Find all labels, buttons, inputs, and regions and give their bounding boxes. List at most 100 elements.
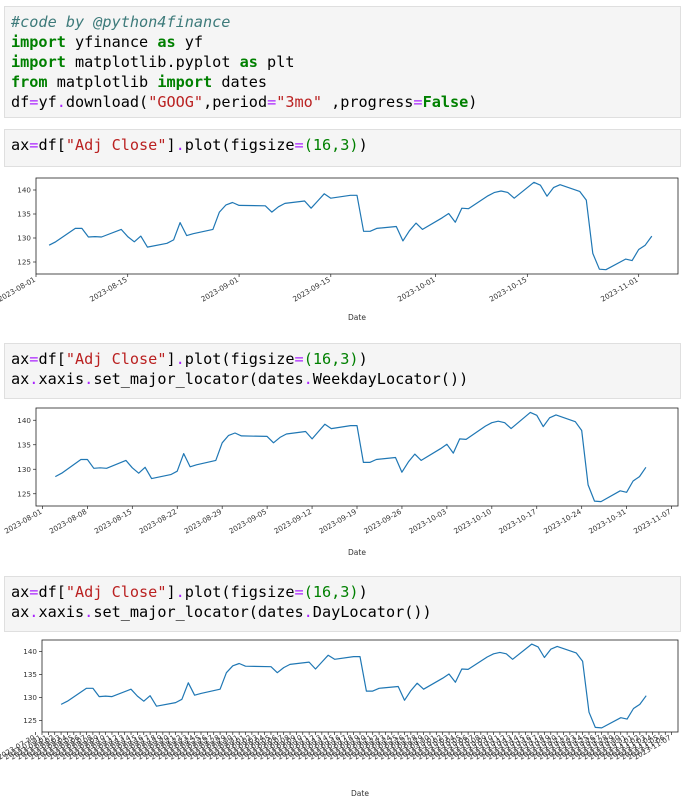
- code-token: =: [413, 93, 423, 111]
- data-point: [75, 228, 76, 229]
- data-point: [273, 442, 274, 443]
- data-point: [145, 467, 146, 468]
- data-point: [414, 453, 415, 454]
- data-point: [177, 471, 178, 472]
- data-point: [586, 199, 587, 200]
- data-point: [417, 683, 418, 684]
- data-point: [491, 422, 492, 423]
- x-tick-label: 2023-10-01: [396, 275, 437, 304]
- code-token: ,progress: [321, 93, 414, 111]
- code-token: =: [29, 583, 39, 601]
- data-point: [334, 659, 335, 660]
- x-tick-label: 2023-08-15: [88, 275, 129, 304]
- data-point: [151, 478, 152, 479]
- x-tick-label: 2023-10-24: [542, 507, 583, 536]
- data-point: [125, 460, 126, 461]
- code-token: =: [294, 136, 304, 154]
- x-tick-label: 2023-08-01: [0, 275, 37, 304]
- data-point: [137, 696, 138, 697]
- code-token: import: [11, 33, 66, 51]
- code-token: xaxis: [38, 603, 85, 621]
- data-point: [370, 231, 371, 232]
- code-token: ax: [11, 370, 30, 388]
- y-tick-label: 130: [23, 693, 37, 702]
- code-token: plot(figsize: [184, 350, 295, 368]
- data-point: [55, 476, 56, 477]
- code-block[interactable]: ax=df["Adj Close"].plot(figsize=(16,3)) a…: [5, 344, 680, 394]
- data-point: [620, 490, 621, 491]
- data-point: [321, 661, 322, 662]
- y-tick-label: 130: [17, 465, 31, 474]
- code-token: (16,3): [303, 136, 359, 154]
- code-token: ]: [166, 583, 176, 601]
- data-point: [356, 195, 357, 196]
- x-tick-label: 2023-09-01: [199, 275, 240, 304]
- data-point: [219, 689, 220, 690]
- data-point: [579, 191, 580, 192]
- data-point: [366, 690, 367, 691]
- code-cell-plot-day[interactable]: ax=df["Adj Close"].plot(figsize=(16,3)) a…: [4, 576, 681, 632]
- data-point: [55, 241, 56, 242]
- data-point: [270, 666, 271, 667]
- code-line: ax=df["Adj Close"].plot(figsize=(16,3)): [11, 582, 674, 602]
- data-point: [533, 182, 534, 183]
- x-tick-label: 2023-10-03: [407, 507, 448, 536]
- data-point: [200, 693, 201, 694]
- data-point: [134, 241, 135, 242]
- code-token: WeekdayLocator()): [312, 370, 469, 388]
- code-token: ax: [11, 350, 30, 368]
- data-point: [442, 678, 443, 679]
- code-token: .: [56, 93, 66, 111]
- data-point: [493, 653, 494, 654]
- data-point: [239, 663, 240, 664]
- data-point: [311, 438, 312, 439]
- data-point: [550, 649, 551, 650]
- data-point: [485, 426, 486, 427]
- data-point: [49, 245, 50, 246]
- code-line: import matplotlib.pyplot as plt: [11, 52, 674, 72]
- data-point: [143, 701, 144, 702]
- code-token: #code by @python4finance: [11, 13, 231, 31]
- x-tick-label: 2023-11-07: [632, 507, 673, 536]
- data-point: [530, 412, 531, 413]
- code-block[interactable]: ax=df["Adj Close"].plot(figsize=(16,3)) a…: [5, 577, 680, 627]
- x-tick-label: 2023-10-15: [488, 275, 529, 304]
- code-cell-plot-weekday[interactable]: ax=df["Adj Close"].plot(figsize=(16,3)) a…: [4, 343, 681, 399]
- data-point: [304, 200, 305, 201]
- code-block[interactable]: ax=df["Adj Close"].plot(figsize=(16,3)): [5, 130, 680, 160]
- data-point: [487, 195, 488, 196]
- data-point: [121, 229, 122, 230]
- data-point: [147, 247, 148, 248]
- plot-frame: [41, 639, 679, 733]
- data-point: [404, 700, 405, 701]
- code-token: =: [29, 93, 39, 111]
- code-token: yfinance: [65, 33, 158, 51]
- data-point: [328, 655, 329, 656]
- data-point: [309, 661, 310, 662]
- data-point: [180, 222, 181, 223]
- x-tick-label: 2023-09-12: [272, 507, 313, 536]
- data-point: [540, 185, 541, 186]
- data-point: [466, 439, 467, 440]
- code-token: =: [294, 350, 304, 368]
- data-point: [175, 702, 176, 703]
- data-point: [94, 236, 95, 237]
- data-point: [576, 652, 577, 653]
- data-point: [487, 656, 488, 657]
- code-token: .: [303, 603, 313, 621]
- code-cell-imports[interactable]: #code by @python4finance import yfinance …: [4, 6, 681, 118]
- data-point: [245, 666, 246, 667]
- data-point: [499, 652, 500, 653]
- code-cell-plot-default[interactable]: ax=df["Adj Close"].plot(figsize=(16,3)): [4, 129, 681, 167]
- code-token: matplotlib: [47, 73, 158, 91]
- data-point: [318, 431, 319, 432]
- data-point: [278, 206, 279, 207]
- data-point: [232, 202, 233, 203]
- y-tick-label: 140: [17, 416, 31, 425]
- code-block[interactable]: #code by @python4finance import yfinance …: [5, 7, 680, 117]
- data-point: [507, 192, 508, 193]
- code-token: "3mo": [276, 93, 322, 111]
- code-line: ax=df["Adj Close"].plot(figsize=(16,3)): [11, 349, 674, 369]
- data-point: [363, 231, 364, 232]
- data-point: [81, 228, 82, 229]
